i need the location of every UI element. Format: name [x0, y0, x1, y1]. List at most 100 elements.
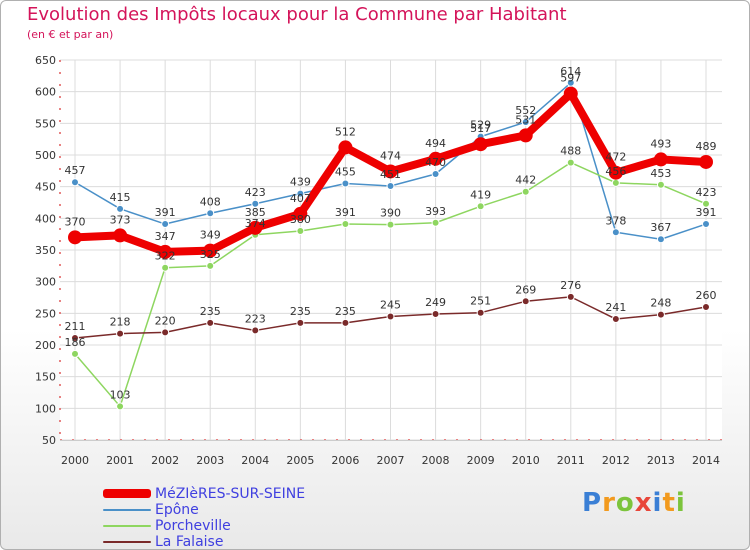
- data-label-m-zi-res-sur-seine: 494: [425, 137, 446, 150]
- data-point-la-falaise: [116, 329, 125, 338]
- x-tick-label: 2005: [286, 454, 314, 467]
- data-point-m-zi-res-sur-seine: [158, 244, 173, 259]
- data-point-m-zi-res-sur-seine: [68, 230, 82, 245]
- data-point-la-falaise: [521, 297, 530, 306]
- data-label-m-zi-res-sur-seine: 531: [515, 113, 536, 126]
- x-tick-label: 2010: [512, 454, 540, 467]
- data-point-m-zi-res-sur-seine: [203, 243, 218, 258]
- legend-label: Porcheville: [155, 518, 231, 534]
- data-label-porcheville: 442: [515, 174, 536, 187]
- y-tick-label: 100: [35, 402, 56, 415]
- data-point-la-falaise: [341, 318, 350, 327]
- x-tick-label: 2004: [241, 454, 269, 467]
- logo-letter: o: [615, 488, 635, 518]
- y-tick-label: 500: [35, 149, 56, 162]
- data-point-porcheville: [702, 199, 710, 208]
- data-point-porcheville: [656, 180, 665, 189]
- data-point-m-zi-res-sur-seine: [248, 220, 263, 235]
- data-point-porcheville: [206, 261, 215, 270]
- data-label-m-zi-res-sur-seine: 347: [155, 230, 176, 243]
- data-point-m-zi-res-sur-seine: [428, 151, 443, 166]
- data-point-ep-ne: [296, 189, 305, 198]
- data-label-porcheville: 453: [650, 167, 671, 180]
- data-point-m-zi-res-sur-seine: [293, 206, 308, 221]
- data-point-ep-ne: [521, 118, 530, 127]
- data-label-porcheville: 390: [380, 207, 401, 220]
- data-point-porcheville: [71, 349, 79, 358]
- data-point-la-falaise: [71, 334, 79, 343]
- data-point-ep-ne: [116, 204, 125, 213]
- x-tick-label: 2012: [602, 454, 630, 467]
- data-point-la-falaise: [431, 309, 440, 318]
- data-label-porcheville: 186: [65, 336, 86, 349]
- data-label-m-zi-res-sur-seine: 597: [560, 72, 581, 85]
- y-tick-label: 650: [35, 54, 56, 67]
- x-tick-label: 2011: [557, 454, 585, 467]
- data-point-ep-ne: [656, 235, 665, 244]
- legend-swatch: [103, 541, 151, 543]
- data-point-m-zi-res-sur-seine: [473, 137, 488, 152]
- data-point-la-falaise: [386, 312, 395, 321]
- logo-letter: P: [582, 488, 603, 518]
- data-label-la-falaise: 223: [245, 312, 266, 325]
- legend-swatch: [103, 525, 151, 527]
- data-label-la-falaise: 218: [110, 316, 131, 329]
- data-label-m-zi-res-sur-seine: 370: [65, 215, 86, 228]
- logo-letter: r: [602, 488, 616, 518]
- data-label-la-falaise: 276: [560, 279, 581, 292]
- y-tick-label: 300: [35, 276, 56, 289]
- data-point-porcheville: [116, 402, 125, 411]
- data-point-m-zi-res-sur-seine: [383, 164, 398, 179]
- data-point-la-falaise: [566, 292, 575, 301]
- legend-label: Epône: [155, 502, 199, 518]
- legend-item-m-zi-res-sur-seine: MéZIèRES-SUR-SEINE: [103, 486, 403, 502]
- data-point-porcheville: [476, 202, 485, 211]
- data-point-la-falaise: [161, 328, 170, 337]
- data-point-la-falaise: [702, 303, 710, 311]
- x-tick-label: 2002: [151, 454, 179, 467]
- data-point-ep-ne: [206, 209, 215, 218]
- chart-subtitle: (en € et par an): [27, 28, 114, 41]
- logo-letter: i: [675, 488, 686, 518]
- x-tick-label: 2013: [647, 454, 675, 467]
- data-label-ep-ne: 470: [425, 156, 446, 169]
- logo-letter: x: [634, 488, 653, 518]
- data-label-m-zi-res-sur-seine: 493: [650, 137, 671, 150]
- data-label-porcheville: 419: [470, 188, 491, 201]
- chart-legend: MéZIèRES-SUR-SEINE Epône Porcheville La Fal…: [103, 486, 403, 550]
- legend-swatch: [103, 489, 151, 498]
- data-label-ep-ne: 408: [200, 195, 221, 208]
- data-point-la-falaise: [656, 310, 665, 319]
- legend-item-porcheville: Porcheville: [103, 518, 403, 534]
- data-point-m-zi-res-sur-seine: [653, 152, 668, 167]
- data-label-ep-ne: 415: [110, 191, 131, 204]
- data-label-m-zi-res-sur-seine: 517: [470, 122, 491, 135]
- data-point-m-zi-res-sur-seine: [608, 165, 623, 180]
- legend-label: La Falaise: [155, 534, 224, 550]
- data-label-ep-ne: 451: [380, 168, 401, 181]
- x-tick-label: 2009: [467, 454, 495, 467]
- data-point-ep-ne: [251, 199, 260, 208]
- data-label-ep-ne: 552: [515, 104, 536, 117]
- data-label-porcheville: 423: [696, 186, 717, 199]
- data-point-porcheville: [521, 187, 530, 196]
- data-label-porcheville: 391: [335, 206, 356, 219]
- y-tick-label: 200: [35, 339, 56, 352]
- data-point-ep-ne: [431, 170, 440, 178]
- data-point-la-falaise: [206, 318, 215, 327]
- data-label-ep-ne: 391: [155, 206, 176, 219]
- data-point-ep-ne: [566, 78, 575, 87]
- legend-item-ep-ne: Epône: [103, 502, 403, 518]
- data-label-porcheville: 103: [110, 388, 131, 401]
- x-tick-label: 2003: [196, 454, 224, 467]
- data-label-m-zi-res-sur-seine: 474: [380, 149, 401, 162]
- y-tick-label: 600: [35, 86, 56, 99]
- data-label-la-falaise: 248: [650, 297, 671, 310]
- data-point-ep-ne: [611, 228, 620, 237]
- data-point-m-zi-res-sur-seine: [518, 128, 533, 143]
- data-label-m-zi-res-sur-seine: 472: [605, 151, 626, 164]
- proxiti-logo: Proxiti: [582, 488, 686, 518]
- data-label-m-zi-res-sur-seine: 349: [200, 229, 221, 242]
- data-label-porcheville: 325: [200, 248, 221, 261]
